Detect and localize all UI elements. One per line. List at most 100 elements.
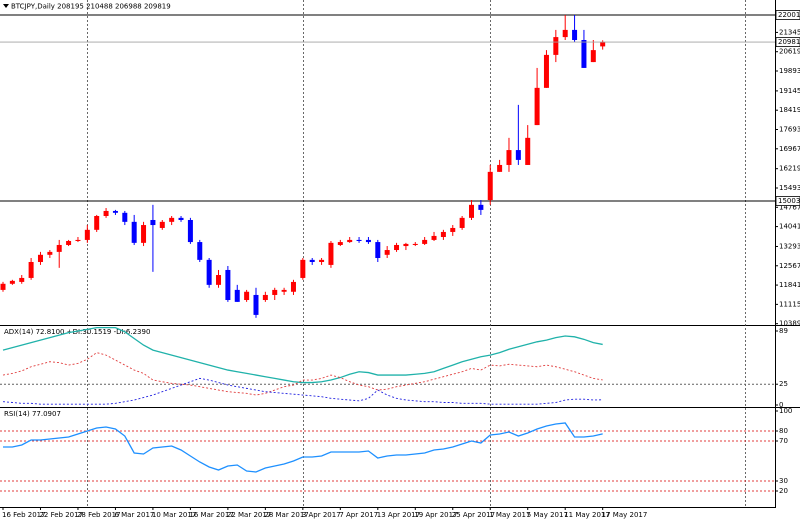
- candle-body: [497, 164, 503, 172]
- candle-body: [122, 212, 128, 222]
- y-tick-label: 111158: [779, 300, 800, 308]
- candle-body: [337, 242, 343, 245]
- x-tick-label: 3 Apr 2017: [302, 511, 341, 519]
- candle-body: [37, 254, 43, 262]
- candle-body: [581, 40, 587, 68]
- x-tick-label: 16 Mar 2017: [189, 511, 233, 519]
- indicator-title: ADX(14) 72.8100 +DI:30.1519 -DI:6.2390: [4, 328, 150, 336]
- candle-body: [469, 204, 474, 218]
- candle-body: [590, 50, 596, 63]
- candle-body: [141, 225, 147, 243]
- candle-body: [328, 242, 334, 265]
- candle-body: [562, 29, 568, 38]
- y-tick-label: 80: [779, 427, 788, 435]
- candle-body: [356, 239, 362, 241]
- x-tick-label: 5 May 2017: [527, 511, 568, 519]
- y-tick-label: 132938: [779, 242, 800, 250]
- candle-body: [178, 217, 184, 220]
- candle-body: [234, 289, 240, 302]
- x-tick-label: 22 Mar 2017: [227, 511, 271, 519]
- y-tick-label: 162198: [779, 165, 800, 173]
- candle-body: [365, 239, 371, 243]
- candle-body: [394, 244, 400, 251]
- candle-body: [9, 280, 15, 284]
- candle-body: [150, 219, 156, 226]
- indicator-line: [3, 422, 603, 473]
- candle-body: [187, 219, 193, 243]
- y-tick-label: 0: [779, 401, 783, 409]
- level-label: 220013: [778, 11, 800, 19]
- candle-body: [440, 231, 446, 238]
- candle-body: [459, 217, 465, 228]
- candle-body: [534, 87, 540, 126]
- chart-title: BTCJPY,Daily 208195 210488 206988 209819: [11, 3, 171, 11]
- x-tick-label: 19 Apr 2017: [414, 511, 457, 519]
- x-tick-label: 11 May 2017: [564, 511, 610, 519]
- x-tick-label: 6 Mar 2017: [114, 511, 154, 519]
- x-tick-label: 28 Mar 2017: [264, 511, 308, 519]
- candle-body: [253, 294, 259, 315]
- candle-body: [431, 235, 437, 240]
- candle-body: [412, 243, 418, 245]
- candle-body: [506, 150, 512, 165]
- candle-body: [94, 216, 100, 230]
- candle-body: [375, 242, 381, 259]
- y-tick-label: 25: [779, 380, 788, 388]
- candle-body: [422, 239, 428, 244]
- candle-body: [206, 259, 212, 285]
- indicator-title: RSI(14) 77.0907: [4, 410, 61, 418]
- x-tick-label: 28 Feb 2017: [77, 511, 121, 519]
- indicator-line: [2, 377, 603, 405]
- candle-body: [347, 239, 353, 243]
- y-tick-label: 169678: [779, 145, 800, 153]
- candle-body: [309, 259, 315, 262]
- y-tick-label: 198938: [779, 67, 800, 75]
- candle-body: [478, 204, 484, 210]
- x-tick-label: 7 Apr 2017: [339, 511, 378, 519]
- candle-body: [281, 289, 287, 292]
- y-tick-label: 206198: [779, 48, 800, 56]
- candle-body: [600, 42, 606, 47]
- x-tick-label: 25 Apr 2017: [452, 511, 495, 519]
- y-tick-label: 70: [779, 437, 788, 445]
- x-tick-label: 22 Feb 2017: [39, 511, 83, 519]
- y-tick-label: 100: [779, 407, 792, 415]
- candle-body: [543, 54, 549, 88]
- candle-body: [28, 261, 34, 278]
- candle-body: [19, 277, 25, 282]
- y-tick-label: 103898: [779, 320, 800, 328]
- y-tick-label: 20: [779, 487, 788, 495]
- candle-body: [290, 281, 296, 292]
- candle-body: [572, 29, 578, 41]
- candle-body: [75, 239, 81, 241]
- candle-body: [131, 221, 137, 243]
- candle-body: [515, 150, 521, 160]
- candle-body: [197, 242, 203, 260]
- candle-body: [56, 244, 62, 252]
- level-label-box: [775, 10, 800, 20]
- candle-body: [112, 210, 118, 213]
- candle-body: [66, 240, 72, 245]
- candle-body: [47, 251, 53, 255]
- y-tick-label: 125678: [779, 262, 800, 270]
- candle-body: [84, 229, 90, 240]
- menu-triangle: [3, 4, 9, 8]
- candle-body: [487, 171, 493, 201]
- candle-body: [553, 37, 559, 55]
- frame: [0, 0, 800, 508]
- candle-body: [169, 217, 175, 222]
- candle-body: [0, 283, 6, 290]
- x-tick-label: 17 May 2017: [602, 511, 648, 519]
- y-tick-label: 89: [779, 327, 788, 335]
- y-tick-label: 118418: [779, 281, 800, 289]
- candle-body: [450, 227, 456, 232]
- candle-body: [225, 269, 231, 301]
- current-price-box: [775, 37, 800, 47]
- y-tick-label: 147678: [779, 203, 800, 211]
- indicator-line: [2, 352, 603, 396]
- x-tick-label: 16 Feb 2017: [2, 511, 46, 519]
- y-tick-label: 176938: [779, 126, 800, 134]
